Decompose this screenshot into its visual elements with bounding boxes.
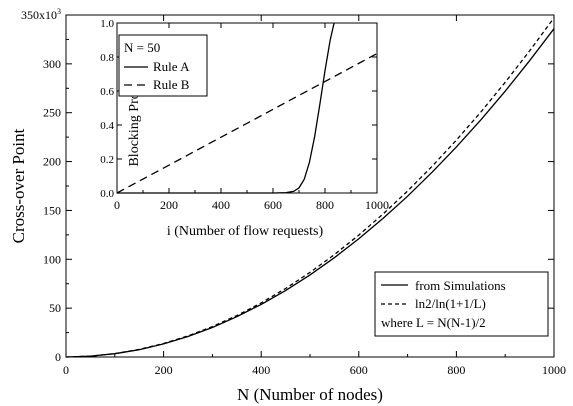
main-x-tick-label: 1000 (542, 363, 566, 377)
inset-legend-label-rule-a: Rule A (153, 59, 190, 74)
main-y-tick-label: 100 (43, 252, 61, 266)
main-series-line-1 (65, 17, 555, 358)
inset-y-tick-label: 0.2 (100, 154, 114, 166)
inset-legend-label-rule-b: Rule B (153, 77, 190, 92)
inset-x-tick-label: 800 (316, 198, 334, 212)
inset-series-line-0 (117, 22, 335, 194)
inset-y-tick-label: 0.0 (100, 188, 114, 200)
main-series (65, 17, 555, 358)
main-legend-label-simulations: from Simulations (415, 278, 506, 293)
main-y-ticks: 0 50 100 150 200 250 300 350x103 (21, 7, 554, 364)
main-y-tick-label: 250 (43, 106, 61, 120)
main-y-tick-label: 0 (55, 350, 61, 364)
inset-x-axis-label: i (Number of flow requests) (167, 224, 324, 239)
inset-x-tick-label: 600 (264, 198, 282, 212)
inset-x-tick-label: 1000 (365, 198, 389, 212)
inset-y-tick-label: 0.8 (100, 52, 114, 64)
main-y-axis-label: Cross-over Point (9, 128, 28, 243)
main-x-tick-label: 0 (63, 363, 69, 377)
inset-x-tick-label: 0 (114, 198, 120, 212)
main-x-axis-label: N (Number of nodes) (237, 385, 383, 404)
inset-y-tick-label: 0.4 (100, 120, 114, 132)
main-series-line-0 (65, 28, 555, 358)
main-x-tick-label: 800 (447, 363, 465, 377)
inset-series-line-1 (116, 53, 378, 194)
main-y-tick-label: 200 (43, 155, 61, 169)
inset-x-tick-label: 200 (160, 198, 178, 212)
inset-legend-box (118, 34, 208, 97)
main-y-tick-label: 150 (43, 203, 61, 217)
main-y-tick-label: 50 (49, 301, 61, 315)
main-legend: from Simulations ln2/ln(1+1/L) where L =… (374, 271, 549, 337)
main-legend-note: where L = N(N-1)/2 (381, 315, 486, 330)
main-y-tick-label-top: 350x103 (21, 7, 61, 22)
main-x-ticks: 0 200 400 600 800 1000 (63, 15, 566, 377)
inset-x-tick-label: 400 (212, 198, 230, 212)
inset-plot: 0 200 400 600 800 1000 0.0 0.2 0.4 0.6 0.8 1.0 i (… (100, 18, 389, 239)
main-legend-label-formula: ln2/ln(1+1/L) (415, 296, 486, 311)
inset-series (116, 22, 378, 194)
inset-x-ticks: 0 200 400 600 800 1000 (114, 23, 389, 212)
main-plot: 0 200 400 600 800 1000 0 50 100 150 200 250 300 350x… (9, 7, 566, 404)
inset-legend-title: N = 50 (124, 40, 160, 55)
main-y-tick-label: 300 (43, 57, 61, 71)
inset-y-tick-label: 1.0 (100, 18, 114, 30)
inset-y-tick-label: 0.6 (100, 86, 114, 98)
main-x-tick-label: 400 (252, 363, 270, 377)
main-x-tick-label: 200 (155, 363, 173, 377)
main-x-tick-label: 600 (350, 363, 368, 377)
inset-legend: N = 50 Rule A Rule B (118, 34, 208, 97)
